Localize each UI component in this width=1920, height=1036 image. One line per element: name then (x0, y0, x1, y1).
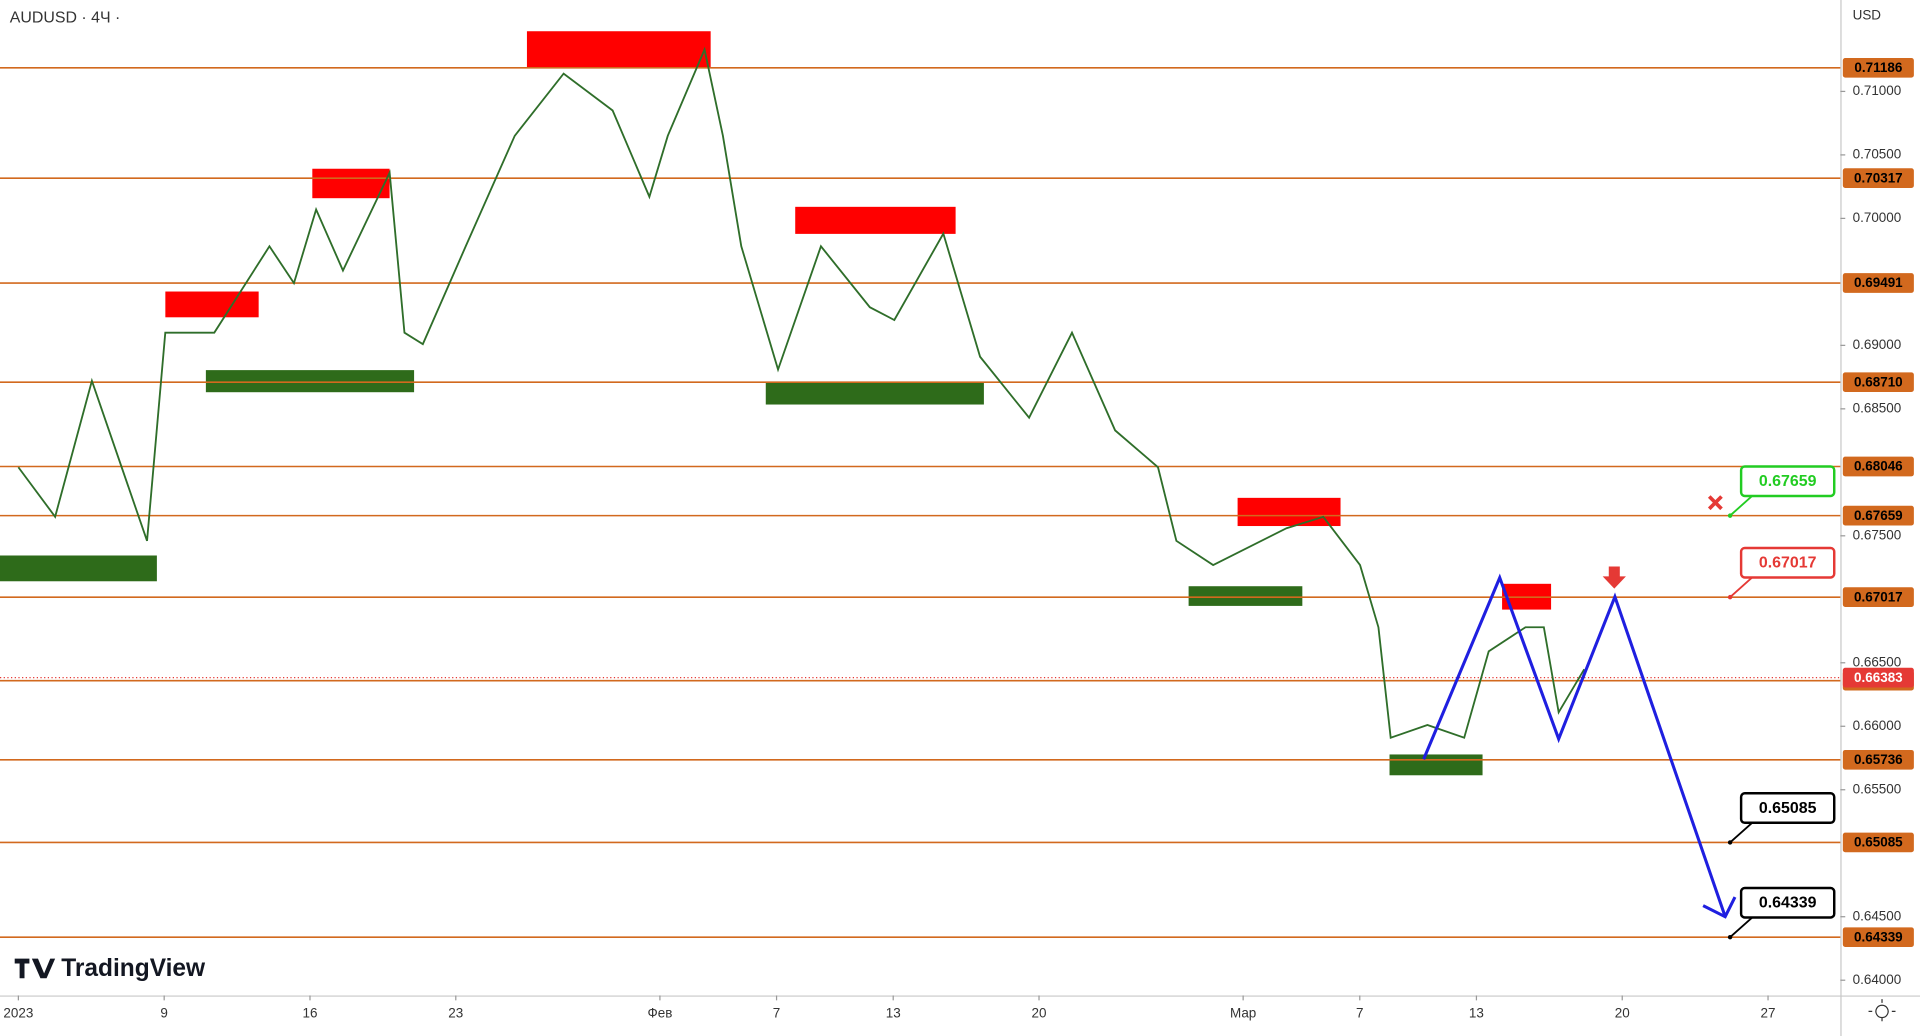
y-tick-label: 0.71000 (1853, 83, 1902, 98)
level-label-box (1842, 927, 1914, 947)
level-label: 0.65736 (1854, 752, 1903, 767)
cancel-marker (1707, 495, 1723, 511)
x-tick-label: 20 (1615, 1005, 1630, 1020)
level-label: 0.70317 (1854, 170, 1903, 185)
current-price-box (1842, 667, 1914, 688)
level-label-box (1842, 505, 1914, 526)
x-tick-label: 13 (886, 1005, 901, 1020)
callout-label: 0.67017 (1759, 555, 1817, 572)
x-tick-label: 23 (448, 1005, 463, 1020)
level-label-box (1842, 832, 1914, 853)
callout-pointer (1729, 822, 1753, 844)
level-label: 0.69491 (1854, 275, 1903, 290)
y-tick-label: 0.64000 (1853, 972, 1902, 987)
callout-pointer (1729, 916, 1753, 938)
sell-arrow (1602, 566, 1626, 589)
logo-mark (14, 958, 56, 979)
callout-box (1739, 886, 1836, 919)
zone (0, 555, 157, 582)
level-label: 0.68710 (1854, 374, 1903, 389)
x-tick-label: 27 (1761, 1005, 1776, 1020)
logo: TradingView (14, 955, 206, 982)
level-label: 0.64339 (1854, 929, 1903, 944)
x-tick-label: Мар (1230, 1005, 1256, 1020)
zone (1389, 754, 1483, 776)
level-label: 0.67659 (1854, 508, 1903, 523)
zone (795, 206, 956, 234)
zone (205, 370, 415, 393)
zone (165, 291, 259, 318)
zone (1237, 497, 1341, 527)
y-tick-label: 0.65500 (1853, 781, 1902, 796)
callout-box (1739, 792, 1836, 825)
level-label-box (1842, 372, 1914, 393)
level-label: 0.65085 (1854, 835, 1903, 850)
y-tick-label: 0.70500 (1853, 146, 1902, 161)
level-label-box (1842, 168, 1914, 188)
zone (312, 168, 390, 199)
zone (1188, 586, 1303, 606)
level-label-box (1842, 57, 1914, 78)
zone (765, 382, 984, 405)
symbol-label[interactable]: AUDUSD · 4Ч · (10, 10, 121, 27)
currency-label[interactable]: USD (1853, 8, 1882, 23)
level-label-box (1842, 749, 1914, 770)
brand: TradingView (61, 955, 206, 982)
y-tick-label: 0.66500 (1853, 654, 1902, 669)
settings-icon[interactable] (1868, 999, 1896, 1022)
projection-line (1422, 573, 1727, 918)
level-label-box (1842, 587, 1914, 607)
zone (526, 31, 711, 69)
x-tick-label: Фев (647, 1005, 672, 1020)
x-tick-label: 13 (1469, 1005, 1484, 1020)
level-label-box (1842, 273, 1914, 293)
y-tick-label: 0.66000 (1853, 718, 1902, 733)
y-tick-label: 0.68500 (1853, 400, 1902, 415)
x-tick-label: 2023 (3, 1005, 33, 1020)
y-tick-label: 0.70000 (1853, 210, 1902, 225)
level-label: 0.71186 (1854, 60, 1902, 75)
callout-box (1739, 546, 1836, 579)
x-tick-label: 16 (302, 1005, 317, 1020)
y-tick-label: 0.64500 (1853, 908, 1902, 923)
callout-label: 0.64339 (1759, 895, 1817, 912)
level-label: 0.67017 (1854, 589, 1903, 604)
plot: 0.71000 0.70500 0.70000 0.69000 0.68500 0.675… (0, 31, 1914, 1020)
level-label-box (1842, 456, 1914, 477)
price-line (17, 46, 1586, 739)
x-tick-label: 9 (160, 1005, 167, 1020)
x-tick-label: 7 (1356, 1005, 1363, 1020)
y-tick-label: 0.69000 (1853, 337, 1902, 352)
callout-label: 0.67659 (1759, 473, 1817, 490)
x-tick-label: 20 (1032, 1005, 1047, 1020)
callout-pointer (1729, 495, 1753, 517)
current-price-label: 0.66383 (1854, 670, 1903, 685)
callout-box (1739, 465, 1836, 498)
projection-arrowhead (1702, 896, 1737, 919)
callout-label: 0.65085 (1759, 800, 1817, 817)
callout-pointer (1729, 576, 1753, 598)
y-tick-label: 0.67500 (1853, 527, 1902, 542)
level-label: 0.68046 (1854, 459, 1903, 474)
x-tick-label: 7 (773, 1005, 780, 1020)
